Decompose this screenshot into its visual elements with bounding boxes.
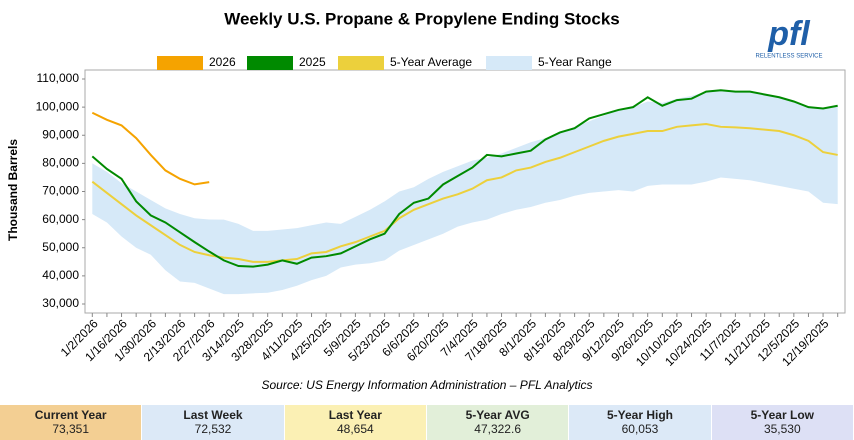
summary-cell: Last Week 72,532 [142, 405, 285, 440]
summary-label: Last Year [328, 408, 382, 422]
summary-label: Current Year [34, 408, 107, 422]
summary-label: 5-Year AVG [465, 408, 530, 422]
summary-value: 73,351 [52, 422, 90, 436]
y-axis-title: Thousand Barrels [6, 139, 20, 241]
summary-cell: 5-Year Low 35,530 [711, 405, 854, 440]
y-tick-label: 80,000 [42, 156, 79, 170]
y-tick-label: 100,000 [36, 99, 80, 113]
legend-label: 5-Year Average [390, 55, 472, 69]
y-tick-label: 90,000 [42, 127, 79, 141]
source-note: Source: US Energy Information Administra… [261, 378, 592, 392]
summary-cell: Current Year 73,351 [0, 405, 143, 440]
summary-cell: Last Year 48,654 [284, 405, 427, 440]
summary-cell: 5-Year High 60,053 [569, 405, 712, 440]
legend-label: 5-Year Range [538, 55, 612, 69]
logo-tagline: RELENTLESS SERVICE [756, 54, 823, 60]
summary-cell: 5-Year AVG 47,322.6 [426, 405, 570, 440]
summary-value: 35,530 [763, 422, 801, 436]
legend-swatch [486, 56, 532, 70]
y-tick-label: 50,000 [42, 240, 79, 254]
chart: Weekly U.S. Propane & Propylene Ending S… [6, 9, 846, 392]
summary-table: Current Year 73,351 Last Week 72,532 Last Ye… [0, 405, 854, 440]
logo: pfl [767, 15, 811, 53]
legend-label: 2025 [299, 55, 326, 69]
y-tick-label: 40,000 [42, 268, 79, 282]
summary-label: 5-Year Low [750, 408, 814, 422]
legend-label: 2026 [209, 55, 236, 69]
y-tick-label: 70,000 [42, 184, 79, 198]
legend-swatch [338, 56, 384, 70]
series-line [91, 89, 838, 268]
legend-swatch [157, 56, 203, 70]
y-tick-label: 30,000 [42, 296, 79, 310]
y-tick-label: 60,000 [42, 212, 79, 226]
summary-value: 60,053 [621, 422, 659, 436]
summary-value: 48,654 [336, 422, 374, 436]
y-tick-label: 110,000 [37, 71, 80, 85]
series-line [91, 111, 210, 186]
chart-title: Weekly U.S. Propane & Propylene Ending S… [224, 9, 620, 28]
summary-value: 72,532 [194, 422, 232, 436]
summary-value: 47,322.6 [474, 422, 521, 436]
legend-swatch [247, 56, 293, 70]
summary-label: Last Week [183, 408, 243, 422]
summary-label: 5-Year High [606, 408, 673, 422]
